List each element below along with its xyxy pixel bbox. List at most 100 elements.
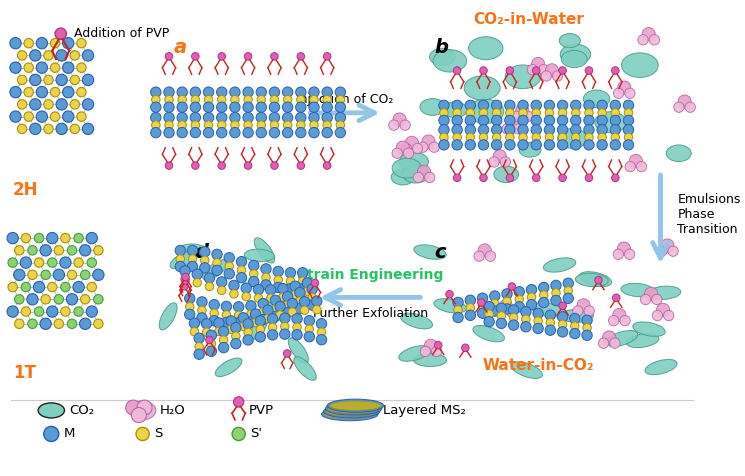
- Circle shape: [527, 293, 536, 301]
- Circle shape: [570, 328, 580, 339]
- Circle shape: [217, 128, 227, 138]
- Circle shape: [279, 313, 290, 323]
- Circle shape: [273, 266, 283, 277]
- Circle shape: [243, 102, 253, 112]
- Circle shape: [610, 100, 621, 110]
- Circle shape: [77, 88, 86, 97]
- Circle shape: [218, 342, 229, 353]
- Circle shape: [20, 257, 31, 268]
- Circle shape: [652, 310, 662, 321]
- Ellipse shape: [621, 53, 659, 78]
- Circle shape: [533, 174, 540, 182]
- Circle shape: [612, 294, 620, 302]
- Circle shape: [531, 58, 545, 70]
- Circle shape: [182, 273, 189, 281]
- Circle shape: [60, 257, 71, 268]
- Circle shape: [259, 308, 267, 316]
- Circle shape: [545, 100, 554, 110]
- Circle shape: [250, 270, 258, 278]
- Circle shape: [323, 121, 332, 129]
- Circle shape: [270, 96, 279, 104]
- Circle shape: [309, 128, 319, 138]
- Circle shape: [403, 148, 413, 159]
- Circle shape: [656, 246, 667, 257]
- Circle shape: [479, 133, 488, 141]
- Circle shape: [393, 113, 406, 126]
- Circle shape: [270, 162, 278, 169]
- Circle shape: [270, 311, 281, 322]
- Circle shape: [37, 111, 48, 122]
- Circle shape: [453, 312, 463, 323]
- Ellipse shape: [627, 334, 659, 347]
- Circle shape: [87, 258, 97, 268]
- Circle shape: [8, 258, 17, 268]
- Circle shape: [30, 123, 41, 135]
- Ellipse shape: [402, 165, 429, 183]
- Circle shape: [200, 256, 209, 265]
- Circle shape: [191, 96, 200, 104]
- Circle shape: [506, 109, 514, 117]
- Circle shape: [193, 278, 201, 287]
- Ellipse shape: [413, 353, 446, 367]
- Circle shape: [37, 87, 48, 98]
- Ellipse shape: [648, 286, 681, 299]
- Circle shape: [56, 74, 67, 86]
- Circle shape: [63, 111, 74, 122]
- Circle shape: [466, 109, 475, 117]
- Circle shape: [478, 100, 489, 110]
- Circle shape: [613, 88, 624, 99]
- Circle shape: [30, 50, 41, 61]
- Circle shape: [296, 87, 306, 97]
- Circle shape: [300, 306, 309, 315]
- Circle shape: [56, 123, 67, 135]
- Circle shape: [190, 87, 200, 97]
- Ellipse shape: [580, 272, 612, 287]
- Ellipse shape: [583, 90, 610, 108]
- Ellipse shape: [666, 145, 691, 161]
- Circle shape: [80, 295, 90, 304]
- Circle shape: [67, 270, 77, 279]
- Ellipse shape: [264, 301, 294, 313]
- Circle shape: [236, 257, 247, 267]
- Circle shape: [311, 279, 319, 287]
- Circle shape: [573, 306, 583, 316]
- Circle shape: [218, 286, 226, 295]
- Ellipse shape: [519, 142, 541, 157]
- Circle shape: [27, 294, 38, 305]
- Circle shape: [317, 328, 326, 337]
- Circle shape: [191, 121, 200, 129]
- Circle shape: [583, 324, 592, 332]
- Circle shape: [281, 322, 289, 331]
- Circle shape: [495, 307, 505, 317]
- Circle shape: [412, 143, 422, 154]
- Circle shape: [545, 109, 554, 117]
- Circle shape: [268, 323, 277, 332]
- Circle shape: [533, 67, 540, 74]
- Circle shape: [41, 295, 51, 304]
- Circle shape: [255, 316, 265, 326]
- Circle shape: [244, 328, 253, 337]
- Circle shape: [221, 317, 232, 327]
- Circle shape: [302, 278, 313, 288]
- Circle shape: [67, 246, 77, 255]
- Circle shape: [478, 244, 492, 257]
- Circle shape: [77, 112, 86, 121]
- Circle shape: [213, 258, 221, 267]
- Circle shape: [454, 174, 461, 182]
- Circle shape: [244, 162, 252, 169]
- Circle shape: [24, 88, 34, 97]
- Circle shape: [203, 128, 214, 138]
- Circle shape: [577, 299, 590, 312]
- Circle shape: [307, 284, 317, 294]
- Circle shape: [235, 311, 243, 319]
- Circle shape: [545, 139, 554, 150]
- Circle shape: [80, 270, 90, 279]
- Circle shape: [7, 306, 19, 317]
- Circle shape: [267, 314, 278, 324]
- Circle shape: [209, 316, 219, 326]
- Circle shape: [610, 115, 621, 126]
- Circle shape: [224, 268, 235, 279]
- Circle shape: [636, 161, 647, 172]
- Circle shape: [480, 67, 487, 74]
- Circle shape: [210, 309, 218, 317]
